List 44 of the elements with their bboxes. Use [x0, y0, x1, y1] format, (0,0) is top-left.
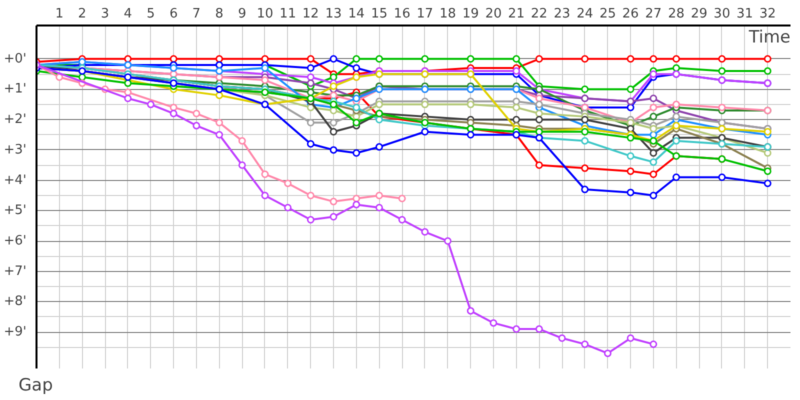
x-tick-label: 19: [462, 6, 479, 22]
y-tick-label: +9': [4, 324, 27, 340]
x-tick-label: 8: [215, 6, 224, 22]
x-tick-label: 20: [485, 6, 502, 22]
x-tick-label: 12: [302, 6, 319, 22]
y-tick-label: +5': [4, 203, 27, 218]
x-tick-label: 16: [394, 6, 410, 22]
y-tick-label: +4': [4, 172, 27, 188]
x-tick-label: 32: [759, 6, 776, 22]
x-tick-label: 30: [714, 6, 730, 22]
x-tick-label: 26: [622, 6, 639, 22]
x-tick-label: 6: [169, 6, 178, 22]
y-tick-label: +3': [4, 142, 27, 158]
x-tick-label: 2: [78, 6, 86, 22]
x-tick-label: 4: [124, 6, 132, 22]
x-tick-label: 7: [192, 6, 201, 22]
x-tick-label: 24: [576, 6, 594, 22]
y-tick-label: +0': [4, 51, 27, 66]
y-tick-label: +2': [4, 112, 27, 128]
x-tick-label: 13: [325, 6, 342, 22]
x-tick-label: 14: [348, 6, 365, 22]
x-tick-label: 25: [599, 6, 616, 22]
y-tick-label: +8': [4, 294, 27, 310]
x-tick-label: 27: [645, 6, 662, 22]
x-tick-label: 9: [238, 6, 246, 22]
x-tick-label: 5: [146, 6, 155, 22]
x-tick-label: 22: [530, 6, 548, 22]
y-axis-title: Gap: [18, 376, 53, 396]
x-tick-label: 18: [440, 6, 456, 22]
x-axis-title: Time: [748, 28, 791, 48]
x-tick-label: 29: [690, 6, 708, 22]
x-tick-label: 11: [280, 6, 296, 22]
x-tick-label: 3: [100, 6, 110, 22]
x-tick-label: 23: [554, 6, 570, 22]
x-tick-label: 28: [668, 6, 685, 22]
x-tick-label: 17: [416, 6, 434, 22]
y-tick-label: +1': [4, 82, 27, 97]
x-tick-label: 31: [736, 6, 754, 22]
x-tick-label: 10: [256, 6, 274, 22]
x-tick-label: 1: [55, 6, 64, 22]
y-tick-label: +6': [4, 234, 27, 249]
y-tick-label: +7': [4, 264, 27, 279]
x-tick-label: 21: [508, 6, 525, 22]
x-tick-label: 15: [370, 6, 388, 22]
